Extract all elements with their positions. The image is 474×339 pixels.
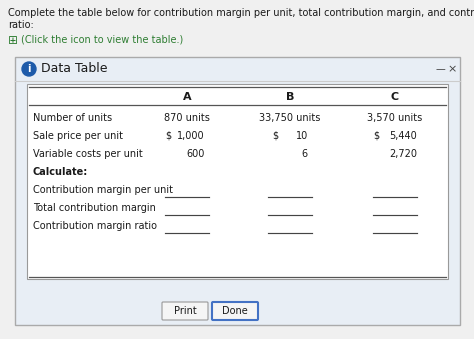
FancyBboxPatch shape <box>27 84 448 279</box>
Text: 10: 10 <box>296 131 308 141</box>
Text: Complete the table below for contribution margin per unit, total contribution ma: Complete the table below for contributio… <box>8 8 474 18</box>
Text: i: i <box>27 64 31 74</box>
Text: 1,000: 1,000 <box>177 131 205 141</box>
Text: ratio:: ratio: <box>8 20 34 30</box>
Text: A: A <box>182 92 191 102</box>
FancyBboxPatch shape <box>162 302 208 320</box>
Text: $: $ <box>272 131 278 141</box>
Text: (Click the icon to view the table.): (Click the icon to view the table.) <box>21 34 183 44</box>
Text: Sale price per unit: Sale price per unit <box>33 131 123 141</box>
FancyBboxPatch shape <box>212 302 258 320</box>
Text: Data Table: Data Table <box>41 62 108 76</box>
Text: 600: 600 <box>187 149 205 159</box>
Text: Contribution margin per unit: Contribution margin per unit <box>33 185 173 195</box>
Text: $: $ <box>373 131 379 141</box>
Text: 33,750 units: 33,750 units <box>259 113 321 123</box>
Text: 2,720: 2,720 <box>389 149 417 159</box>
Text: Variable costs per unit: Variable costs per unit <box>33 149 143 159</box>
Text: 6: 6 <box>302 149 308 159</box>
Text: Number of units: Number of units <box>33 113 112 123</box>
FancyBboxPatch shape <box>15 57 460 325</box>
Text: Calculate:: Calculate: <box>33 167 88 177</box>
Text: Done: Done <box>222 306 248 316</box>
Text: Print: Print <box>173 306 196 316</box>
Text: B: B <box>286 92 294 102</box>
Text: Contribution margin ratio: Contribution margin ratio <box>33 221 157 231</box>
Text: Total contribution margin: Total contribution margin <box>33 203 156 213</box>
Text: 5,440: 5,440 <box>389 131 417 141</box>
Circle shape <box>22 62 36 76</box>
Text: 3,570 units: 3,570 units <box>367 113 423 123</box>
Text: $: $ <box>165 131 171 141</box>
Text: ×: × <box>447 64 456 74</box>
Text: ⊞: ⊞ <box>8 34 18 47</box>
Text: —: — <box>435 64 445 74</box>
Text: 870 units: 870 units <box>164 113 210 123</box>
Text: C: C <box>391 92 399 102</box>
